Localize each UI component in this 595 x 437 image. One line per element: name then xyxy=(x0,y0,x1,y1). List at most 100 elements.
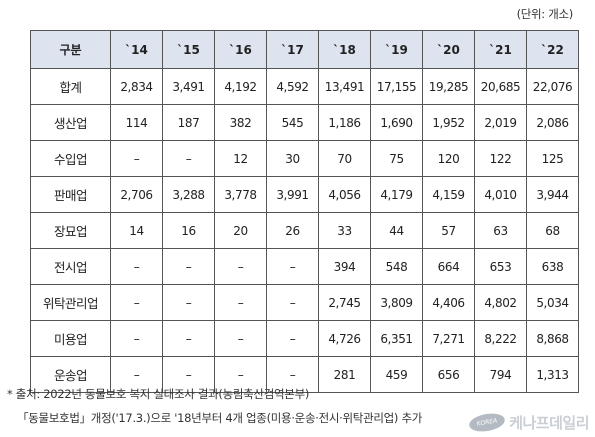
year-header-cell: `22 xyxy=(526,30,579,69)
value-cell: 548 xyxy=(370,248,423,285)
value-cell: 794 xyxy=(474,356,527,393)
row-label-cell: 합계 xyxy=(30,68,111,105)
table-row: 미용업 – – – –4,726 6,351 7,271 8,222 8,868 xyxy=(30,320,579,357)
value-cell: 1,690 xyxy=(370,104,423,141)
value-cell: – xyxy=(266,320,319,357)
year-header-cell: `20 xyxy=(422,30,475,69)
value-cell: 394 xyxy=(318,248,371,285)
value-cell: 2,086 xyxy=(526,104,579,141)
value-cell: 114 xyxy=(110,104,163,141)
value-cell: – xyxy=(214,284,267,321)
footnote-source: * 출처: 2022년 동물보호 복지 실태조사 결과(농림축산검역본부) xyxy=(7,387,310,401)
value-cell: – xyxy=(110,320,163,357)
watermark-logo-icon: KOREA xyxy=(467,411,507,434)
row-label-cell: 판매업 xyxy=(30,176,111,213)
value-cell: 638 xyxy=(526,248,579,285)
value-cell: 3,944 xyxy=(526,176,579,213)
table-row: 위탁관리업 – – – –2,745 3,809 4,406 4,802 5,034 xyxy=(30,284,579,321)
year-header-cell: `14 xyxy=(110,30,163,69)
value-cell: – xyxy=(214,320,267,357)
value-cell: 4,802 xyxy=(474,284,527,321)
year-header-cell: `19 xyxy=(370,30,423,69)
value-cell: 2,706 xyxy=(110,176,163,213)
row-label-cell: 생산업 xyxy=(30,104,111,141)
value-cell: 122 xyxy=(474,140,527,177)
value-cell: – xyxy=(266,248,319,285)
value-cell: 4,592 xyxy=(266,68,319,105)
value-cell: – xyxy=(110,284,163,321)
value-cell: 4,192 xyxy=(214,68,267,105)
value-cell: 187 xyxy=(162,104,215,141)
value-cell: – xyxy=(266,284,319,321)
value-cell: 8,222 xyxy=(474,320,527,357)
value-cell: – xyxy=(266,356,319,393)
year-header-cell: `21 xyxy=(474,30,527,69)
row-label-cell: 운송업 xyxy=(30,356,111,393)
year-header-cell: `15 xyxy=(162,30,215,69)
value-cell: 656 xyxy=(422,356,475,393)
value-cell: 3,809 xyxy=(370,284,423,321)
value-cell: 7,271 xyxy=(422,320,475,357)
value-cell: 545 xyxy=(266,104,319,141)
table-body: 합계 2,834 3,491 4,192 4,592 13,491 17,155 19,285… xyxy=(30,68,579,393)
statistics-table: 구분 `14 `15 `16 `17 `18 `19 `20 `21 `22 합계 2,834 3,… xyxy=(30,30,579,393)
row-label-cell: 장묘업 xyxy=(30,212,111,249)
footnote-law-note: 「동물보호법」개정('17.3.)으로 '18년부터 4개 업종(미용·운송·전… xyxy=(17,411,423,425)
value-cell: 20 xyxy=(214,212,267,249)
value-cell: 3,778 xyxy=(214,176,267,213)
value-cell: 2,019 xyxy=(474,104,527,141)
value-cell: 63 xyxy=(474,212,527,249)
value-cell: 2,745 xyxy=(318,284,371,321)
row-label-cell: 미용업 xyxy=(30,320,111,357)
value-cell: 5,034 xyxy=(526,284,579,321)
value-cell: 1,952 xyxy=(422,104,475,141)
value-cell: 26 xyxy=(266,212,319,249)
table-row: 생산업 114 187 382 545 1,186 1,690 1,952 2,019 2,086 xyxy=(30,104,579,141)
unit-note: (단위: 개소) xyxy=(516,7,574,21)
row-label-cell: 전시업 xyxy=(30,248,111,285)
value-cell: 664 xyxy=(422,248,475,285)
row-label-cell: 위탁관리업 xyxy=(30,284,111,321)
value-cell: 2,834 xyxy=(110,68,163,105)
value-cell: – xyxy=(214,248,267,285)
year-header-cell: `16 xyxy=(214,30,267,69)
value-cell: 6,351 xyxy=(370,320,423,357)
value-cell: 8,868 xyxy=(526,320,579,357)
value-cell: 1,186 xyxy=(318,104,371,141)
row-label-cell: 수입업 xyxy=(30,140,111,177)
value-cell: 1,313 xyxy=(526,356,579,393)
value-cell: 68 xyxy=(526,212,579,249)
value-cell: 16 xyxy=(162,212,215,249)
table-row: 판매업 2,706 3,288 3,778 3,991 4,056 4,179 4,159 4,… xyxy=(30,176,579,213)
value-cell: 4,179 xyxy=(370,176,423,213)
value-cell: – xyxy=(110,248,163,285)
table-header: 구분 `14 `15 `16 `17 `18 `19 `20 `21 `22 xyxy=(30,30,579,69)
value-cell: 4,726 xyxy=(318,320,371,357)
year-header-cell: `18 xyxy=(318,30,371,69)
value-cell: – xyxy=(214,356,267,393)
value-cell: 3,288 xyxy=(162,176,215,213)
value-cell: 382 xyxy=(214,104,267,141)
value-cell: 3,991 xyxy=(266,176,319,213)
year-header-cell: `17 xyxy=(266,30,319,69)
value-cell: 30 xyxy=(266,140,319,177)
table-row: 합계 2,834 3,491 4,192 4,592 13,491 17,155 19,285… xyxy=(30,68,579,105)
table-row: 수입업 – –12 30 70 75 120 122 125 xyxy=(30,140,579,177)
watermark: KOREA 케나프데일리 xyxy=(467,411,589,434)
value-cell: 281 xyxy=(318,356,371,393)
value-cell: 13,491 xyxy=(318,68,371,105)
value-cell: – xyxy=(110,140,163,177)
value-cell: 3,491 xyxy=(162,68,215,105)
value-cell: 33 xyxy=(318,212,371,249)
value-cell: 22,076 xyxy=(526,68,579,105)
table-row: 전시업 – – – –394 548 664 653 638 xyxy=(30,248,579,285)
value-cell: 19,285 xyxy=(422,68,475,105)
value-cell: 14 xyxy=(110,212,163,249)
value-cell: – xyxy=(162,248,215,285)
value-cell: 75 xyxy=(370,140,423,177)
value-cell: 12 xyxy=(214,140,267,177)
value-cell: 125 xyxy=(526,140,579,177)
header-row: 구분 `14 `15 `16 `17 `18 `19 `20 `21 `22 xyxy=(30,30,579,69)
value-cell: 57 xyxy=(422,212,475,249)
value-cell: – xyxy=(162,140,215,177)
